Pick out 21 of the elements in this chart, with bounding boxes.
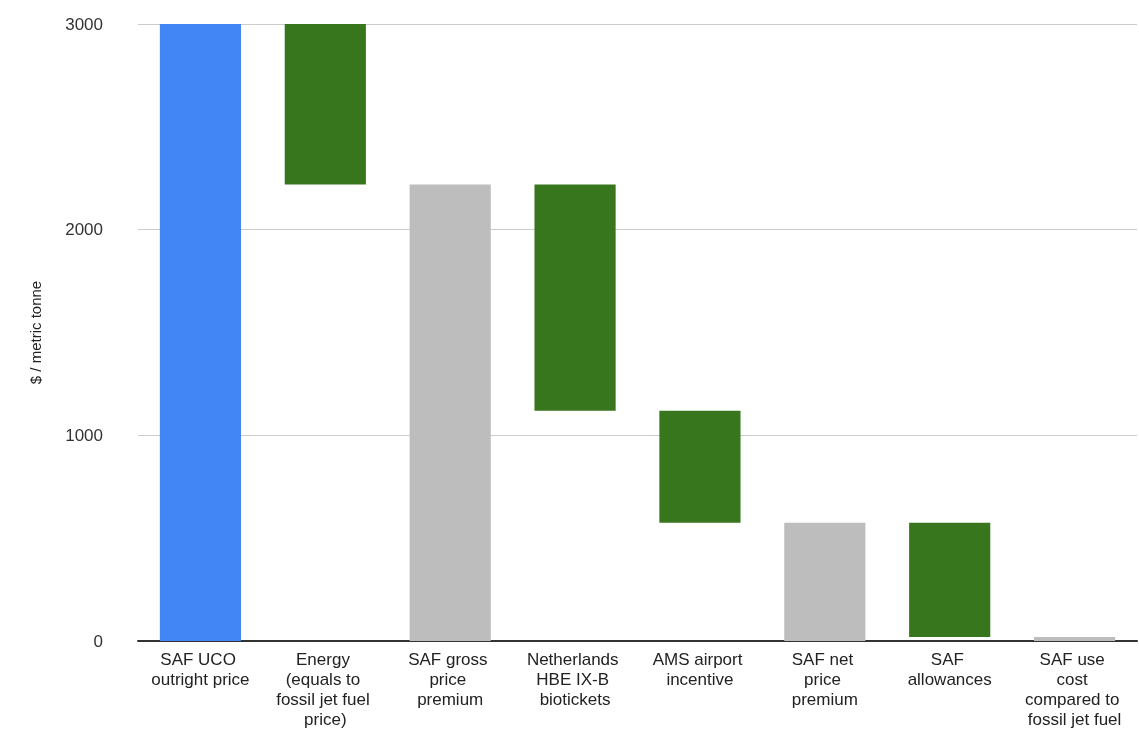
- bar: [284, 24, 366, 185]
- bar: [784, 522, 866, 641]
- bar: [159, 24, 242, 641]
- x-tick-label: SAF net price premium: [791, 649, 858, 709]
- y-tick-label: 2000: [65, 220, 103, 240]
- bar: [534, 184, 616, 411]
- x-tick-label: SAF allowances: [907, 649, 992, 689]
- bar: [909, 522, 991, 637]
- y-tick-label: 3000: [65, 14, 103, 34]
- y-tick-label: 1000: [65, 425, 103, 445]
- x-tick-label: SAF gross price premium: [408, 649, 493, 709]
- bar: [409, 184, 491, 641]
- x-tick-label: Netherlands HBE IX-B biotickets: [526, 649, 624, 709]
- x-tick-label: Energy (equals to fossil jet fuel price): [276, 649, 375, 729]
- y-axis-title: $ / metric tonne: [27, 280, 44, 385]
- bar: [1033, 636, 1116, 641]
- bar: [659, 410, 741, 523]
- x-tick-label: AMS airport incentive: [652, 649, 748, 689]
- x-tick-label: SAF use cost compared to fossil jet fuel: [1024, 649, 1125, 729]
- y-tick-label: 0: [93, 631, 103, 651]
- x-tick-label: SAF UCO outright price: [151, 649, 250, 689]
